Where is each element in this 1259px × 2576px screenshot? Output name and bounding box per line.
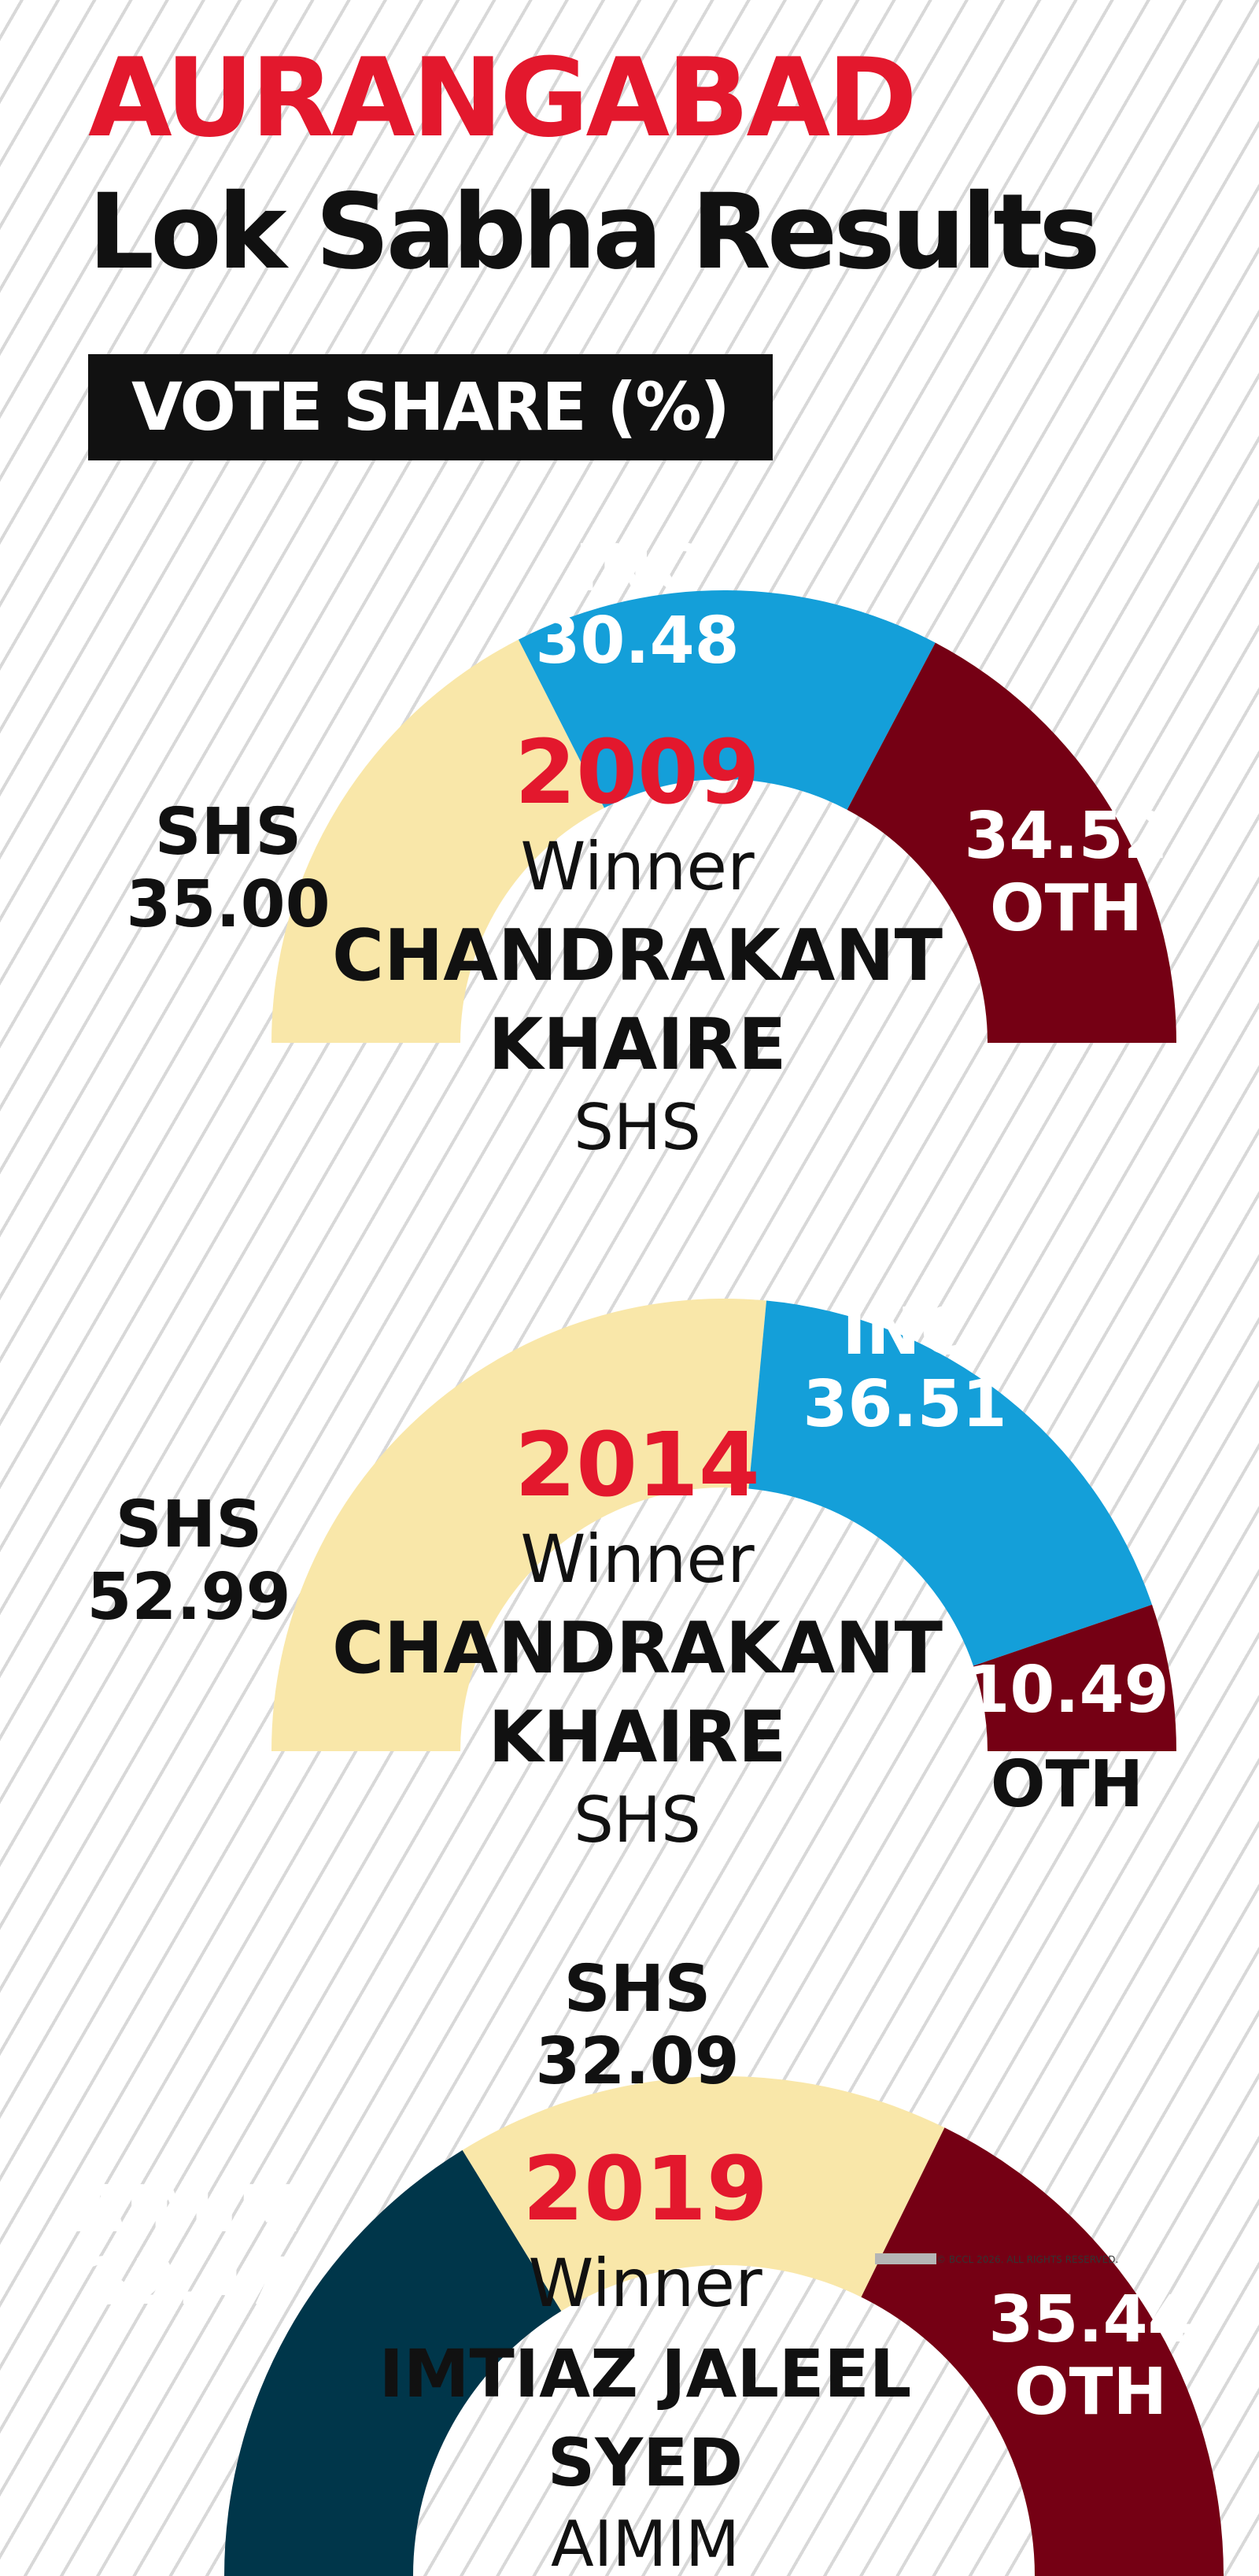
- winner-party-2019: AIMIM: [551, 2508, 740, 2576]
- winner-label-2009: Winner: [520, 828, 755, 905]
- label-party-2009-shs: SHS: [155, 795, 302, 870]
- winner-name-line2-2009: KHAIRE: [489, 1003, 787, 1086]
- label-value-2009-inc: 30.48: [535, 604, 739, 678]
- label-party-2019-shs: SHS: [564, 1952, 711, 2027]
- label-value-2019-aimim: 32.47: [87, 2245, 290, 2319]
- label-value-2014-inc: 36.51: [803, 1367, 1006, 1442]
- slice-2009-oth: [847, 642, 1176, 1043]
- copyright-text: © BCCL 2026. ALL RIGHTS RESERVED.: [936, 2254, 1119, 2265]
- winner-name-line2-2014: KHAIRE: [489, 1696, 787, 1779]
- label-value-2009-oth: 34.52: [964, 799, 1168, 874]
- slice-2014-oth: [973, 1604, 1176, 1751]
- winner-party-2014: SHS: [574, 1783, 701, 1857]
- winner-party-2009: SHS: [574, 1091, 701, 1164]
- label-value-2014-shs: 52.99: [87, 1560, 290, 1635]
- label-value-2019-oth: 35.44: [988, 2282, 1192, 2357]
- slice-2009-shs: [271, 639, 604, 1043]
- winner-name-line1-2019: IMTIAZ JALEEL: [379, 2335, 912, 2412]
- page-subtitle: Lok Sabha Results: [88, 172, 1101, 293]
- copyright-bar: [875, 2253, 936, 2264]
- label-party-2014-shs: SHS: [116, 1488, 263, 1562]
- slice-2019-shs: [462, 2076, 945, 2312]
- slice-2019-oth: [861, 2127, 1224, 2576]
- year-2014: 2014: [515, 1414, 760, 1517]
- winner-label-2014: Winner: [520, 1521, 755, 1598]
- label-party-2009-inc: INC: [574, 531, 700, 606]
- winner-label-2019: Winner: [528, 2245, 762, 2322]
- label-party-2014-inc: INC: [842, 1295, 967, 1369]
- label-value-2019-shs: 32.09: [535, 2024, 739, 2099]
- label-party-2019-aimim: AIMIM: [76, 2172, 302, 2247]
- slice-2019-aimim: [224, 2149, 562, 2576]
- year-2019: 2019: [522, 2138, 768, 2241]
- page-title: AURANGABAD: [88, 35, 917, 161]
- label-value-2014-oth: 10.49: [965, 1653, 1169, 1728]
- label-party-2014-oth: OTH: [991, 1747, 1143, 1822]
- slice-2009-inc: [518, 590, 936, 810]
- vote-share-label: VOTE SHARE (%): [88, 354, 773, 460]
- label-party-2009-oth: OTH: [990, 871, 1143, 946]
- winner-name-line1-2014: CHANDRAKANT: [332, 1607, 943, 1690]
- year-2009: 2009: [515, 722, 760, 824]
- label-party-2019-oth: OTH: [1014, 2355, 1167, 2430]
- slice-2014-shs: [271, 1299, 767, 1751]
- slice-2014-inc: [748, 1300, 1153, 1666]
- label-value-2009-shs: 35.00: [126, 867, 330, 942]
- winner-name-line2-2019: SYED: [548, 2424, 743, 2501]
- winner-name-line1-2009: CHANDRAKANT: [332, 915, 943, 997]
